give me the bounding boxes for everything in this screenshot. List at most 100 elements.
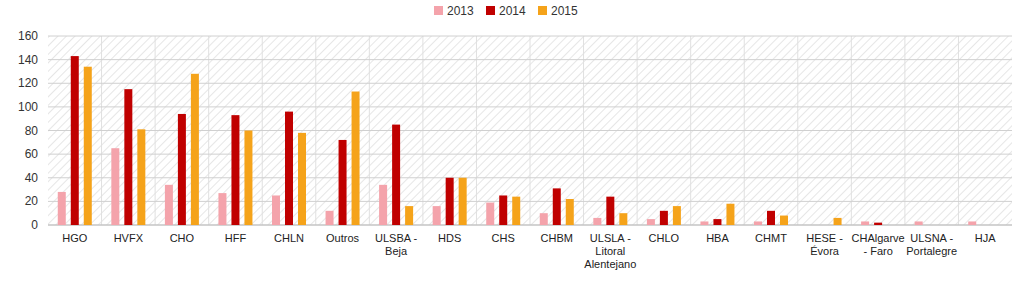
chart: 020406080100120140160HGOHVFXCHOHFFCHLNOu… [0,0,1024,284]
y-tick-label: 80 [25,124,39,138]
bar [754,221,762,225]
bar [459,178,467,225]
x-tick-label-line: ULSBA - [375,232,418,244]
bar [339,140,347,225]
bar [887,225,895,226]
bar [619,213,627,225]
bar [606,197,614,225]
bar [272,195,280,225]
x-tick-label: Outros [326,232,360,244]
x-tick-label-line: HBA [706,232,729,244]
bar [861,221,869,225]
x-tick-label-line: Portalegre [906,245,957,257]
bar [231,115,239,225]
x-tick-label: ULSNA -Portalegre [906,232,957,257]
bar [512,197,520,225]
x-tick-label-line: Beja [385,245,408,257]
bar [700,221,708,225]
y-tick-label: 40 [25,171,39,185]
bar [808,225,816,226]
bar [218,193,226,225]
bar [647,219,655,225]
bar [392,125,400,225]
x-tick-label-line: HGO [62,232,88,244]
x-tick-label-line: HVFX [114,232,144,244]
bar [499,195,507,225]
x-tick-label-line: CHS [492,232,515,244]
x-tick-label-line: HESE - [806,232,843,244]
bar [446,178,454,225]
x-tick-label-line: HJA [975,232,996,244]
x-tick-label: CHBM [541,232,573,244]
bar [58,192,66,225]
x-tick-label: HJA [975,232,996,244]
x-tick-label: CHMT [755,232,787,244]
x-tick-label-line: CHAlgarve [852,232,905,244]
bar [326,211,334,225]
x-tick-label: HFF [225,232,247,244]
bar [593,218,601,225]
plot-background [48,36,1012,225]
bar [84,67,92,225]
y-tick-label: 20 [25,194,39,208]
x-tick-label: HESE -Évora [806,232,843,257]
bar [981,225,989,226]
bar [178,114,186,225]
x-tick-label: CHLN [274,232,304,244]
x-tick-label: HDS [438,232,461,244]
bar [874,223,882,225]
bar [566,199,574,225]
legend-swatch [434,6,443,15]
bar [780,216,788,225]
bar [405,206,413,225]
x-tick-label: CHLO [649,232,680,244]
bar [111,148,119,225]
x-tick-label: ULSBA -Beja [375,232,418,257]
grid-line [48,36,1012,37]
x-tick-label-line: Alentejano [584,258,636,270]
bar [968,221,976,225]
x-tick-label-line: ULSLA - [590,232,631,244]
x-tick-label-line: Évora [810,245,840,257]
bars [58,56,976,225]
bar [834,218,842,225]
bar [244,131,252,226]
x-tick-label-line: CHO [170,232,195,244]
x-tick-label: CHS [492,232,515,244]
legend-label: 2015 [551,4,578,18]
x-tick-label: ULSLA -LitoralAlentejano [584,232,636,270]
bar [821,225,829,226]
bar [928,225,936,226]
bar [673,206,681,225]
legend-swatch [538,6,547,15]
x-tick-label-line: HDS [438,232,461,244]
y-tick-label: 0 [31,218,38,232]
y-tick-label: 60 [25,147,39,161]
bar [713,219,721,225]
bar [726,204,734,225]
y-tick-label: 140 [18,53,38,67]
bar [379,185,387,225]
bar [915,221,923,225]
bar [124,89,132,225]
legend-label: 2014 [499,4,526,18]
bar [994,225,1002,226]
bar [165,185,173,225]
bar [767,211,775,225]
bar [941,225,949,226]
x-tick-label: HVFX [114,232,144,244]
x-tick-label-line: HFF [225,232,247,244]
x-tick-label-line: CHMT [755,232,787,244]
x-tick-label: CHAlgarve- Faro [852,232,905,257]
bar [660,211,668,225]
x-tick-label-line: CHLN [274,232,304,244]
x-tick-label: HBA [706,232,729,244]
legend-swatch [486,6,495,15]
y-tick-label: 120 [18,76,38,90]
bar [433,206,441,225]
legend-label: 2013 [447,4,474,18]
grid-line [48,59,1012,60]
bar [486,203,494,225]
x-tick-label: HGO [62,232,88,244]
x-tick-label: CHO [170,232,195,244]
